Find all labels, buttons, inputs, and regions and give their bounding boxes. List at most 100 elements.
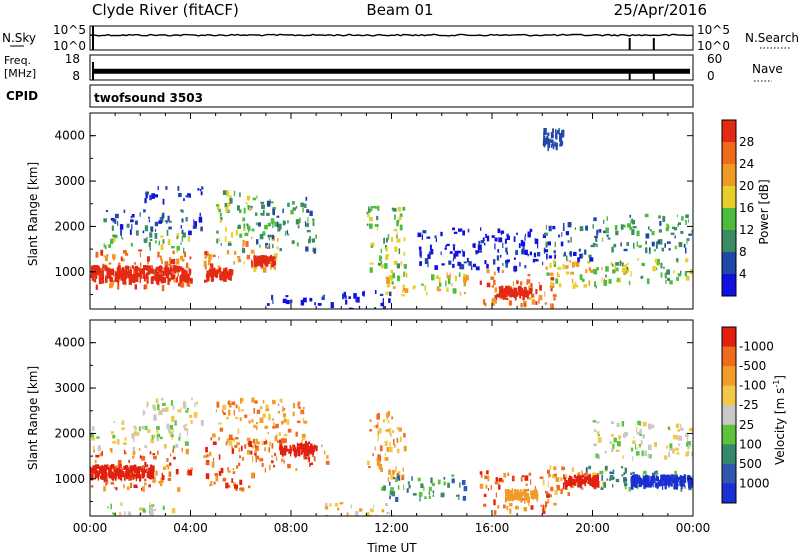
velocity-cell [669, 448, 674, 451]
velocity-cell [530, 479, 532, 485]
velocity-cell [605, 465, 608, 471]
power-cell [160, 244, 164, 250]
velocity-cell [432, 490, 435, 494]
velocity-cell [648, 482, 652, 488]
power-cell [616, 277, 621, 282]
power-cell [548, 143, 550, 148]
velocity-xtick-label: 04:00 [173, 521, 208, 535]
power-cell [658, 229, 662, 233]
power-cell [114, 234, 118, 239]
power-cell [204, 251, 208, 256]
power-cell [613, 243, 617, 248]
nsky-spikes [92, 26, 655, 50]
power-cell [627, 223, 631, 228]
velocity-cell [102, 466, 105, 471]
power-cell [112, 254, 116, 259]
power-cell [216, 204, 220, 210]
power-cell [674, 235, 676, 239]
velocity-cell [203, 455, 207, 458]
velocity-cell [632, 471, 635, 475]
velocity-cell [543, 506, 546, 511]
velocity-cell [229, 405, 232, 408]
power-cell [169, 266, 171, 271]
power-cell [385, 276, 390, 279]
velocity-cell [283, 448, 285, 454]
power-cell [122, 274, 126, 280]
velocity-cell [226, 439, 229, 444]
power-cell [555, 144, 558, 151]
power-cell [345, 299, 348, 305]
power-cell [243, 261, 245, 265]
power-cell [637, 258, 640, 261]
velocity-cell [683, 474, 687, 479]
velocity-cell [397, 474, 399, 477]
power-cell [297, 225, 300, 229]
power-cell [177, 272, 179, 277]
velocity-cell [271, 443, 274, 449]
velocity-cell [110, 503, 112, 510]
velocity-cell [231, 401, 236, 406]
power-cell [166, 229, 169, 236]
power-cell [103, 218, 107, 223]
velocity-cell [153, 455, 157, 460]
velocity-cell [254, 443, 257, 448]
velocity-cell [480, 474, 483, 478]
power-cell [403, 271, 405, 277]
power-cell [573, 251, 577, 256]
power-cell [424, 285, 427, 291]
velocity-cell [119, 474, 123, 480]
power-cell [104, 265, 108, 272]
velocity-cell [123, 484, 125, 489]
power-cell [648, 248, 651, 254]
power-cell [419, 261, 422, 266]
velocity-cell [418, 492, 423, 497]
power-cell [577, 257, 580, 263]
velocity-cell [680, 427, 684, 431]
power-cell [562, 227, 565, 231]
power-cell [531, 299, 536, 305]
power-cell [605, 274, 607, 278]
velocity-cell [167, 477, 172, 481]
velocity-cell [239, 417, 242, 422]
power-cell [452, 227, 455, 231]
power-cell [302, 207, 304, 213]
velocity-cell [136, 472, 140, 478]
power-cell [418, 246, 422, 251]
velocity-cell [672, 434, 676, 440]
power-cell [625, 270, 628, 274]
velocity-cell [395, 496, 399, 502]
velocity-cell [275, 456, 278, 461]
velocity-cell [237, 428, 240, 434]
power-cell [651, 231, 655, 236]
power-cell [513, 265, 518, 272]
velocity-cell [185, 410, 189, 413]
velocity-cell [147, 429, 151, 433]
power-cell [544, 249, 549, 253]
velocity-cell [90, 466, 92, 470]
velocity-cell [644, 450, 647, 456]
velocity-cell [584, 476, 587, 482]
power-cell [561, 232, 563, 237]
velocity-cell [547, 481, 549, 488]
power-cell [472, 263, 476, 268]
power-cell [305, 246, 309, 252]
velocity-cell [589, 478, 591, 485]
velocity-cell [231, 446, 233, 449]
power-cell [91, 275, 94, 281]
velocity-cell [157, 404, 160, 410]
velocity-cell [117, 475, 120, 480]
power-cell [644, 213, 649, 218]
power-cell [115, 213, 119, 219]
velocity-cell [98, 467, 101, 473]
velocity-cell [300, 442, 302, 448]
power-cell [431, 274, 435, 281]
velocity-cell [634, 479, 637, 485]
power-cell [552, 294, 557, 297]
power-cell [270, 201, 274, 204]
velocity-cell [521, 498, 524, 501]
velocity-cell [622, 455, 624, 459]
power-cell [266, 212, 270, 216]
power-cell [632, 226, 637, 229]
velocity-cell [292, 402, 296, 409]
power-cell [380, 248, 382, 254]
